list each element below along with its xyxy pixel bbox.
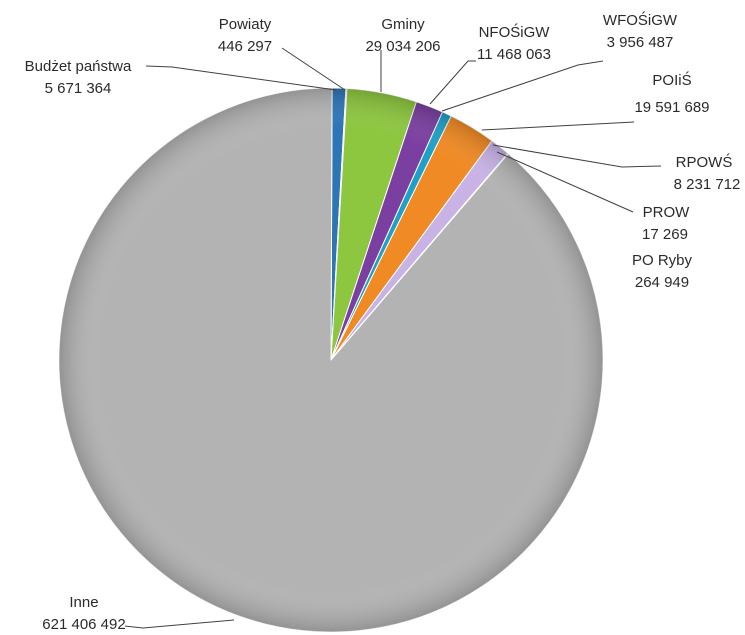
- slice-label-name-po-ryby: PO Ryby: [632, 252, 693, 269]
- pie-slices: [58, 87, 604, 633]
- slice-label-value-poiis: 19 591 689: [634, 99, 709, 116]
- slice-label-value-wfosigw: 3 956 487: [607, 34, 674, 51]
- slice-labels: Budżet państwa 5 671 364 Powiaty 446 297 Gmi…: [25, 11, 741, 633]
- leader-line-nfosigw: [429, 60, 476, 105]
- slice-label-name-budzet-panstwa: Budżet państwa: [25, 58, 132, 75]
- slice-label-value-nfosigw: 11 468 063: [477, 46, 551, 63]
- slice-label-name-poiis: POIiŚ: [652, 71, 691, 89]
- slice-label-value-po-ryby: 264 949: [635, 274, 689, 291]
- leader-line-poiis: [481, 121, 635, 131]
- slice-label-name-nfosigw: NFOŚiGW: [479, 23, 551, 41]
- leader-line-prow: [496, 151, 634, 213]
- slice-label-name-prow: PROW: [643, 204, 691, 221]
- slice-label-name-rpows: RPOWŚ: [676, 153, 733, 171]
- slice-label-name-gminy: Gminy: [381, 16, 425, 33]
- slice-label-name-wfosigw: WFOŚiGW: [603, 11, 678, 29]
- slice-label-value-rpows: 8 231 712: [674, 176, 741, 193]
- slice-label-value-powiaty: 446 297: [218, 38, 272, 55]
- slice-label-name-powiaty: Powiaty: [219, 16, 272, 33]
- slice-label-name-inne: Inne: [69, 594, 98, 611]
- slice-label-value-inne: 621 406 492: [42, 616, 125, 633]
- slice-label-value-gminy: 29 034 206: [365, 38, 440, 55]
- leader-line-budzet-panstwa: [145, 65, 337, 91]
- leader-line-inne: [124, 619, 235, 629]
- slice-label-value-prow: 17 269: [642, 226, 688, 243]
- leader-line-rpows: [492, 144, 662, 168]
- leader-line-powiaty: [281, 47, 346, 91]
- leader-lines: [124, 47, 662, 629]
- slice-label-value-budzet-panstwa: 5 671 364: [45, 80, 112, 97]
- leader-line-wfosigw: [441, 60, 604, 112]
- pie-slice-inne: [58, 87, 604, 633]
